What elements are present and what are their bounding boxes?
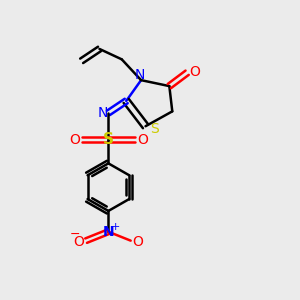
- Text: −: −: [70, 228, 80, 241]
- Text: O: O: [69, 133, 80, 147]
- Text: O: O: [133, 235, 143, 249]
- Text: O: O: [73, 235, 84, 249]
- Text: S: S: [150, 122, 159, 136]
- Text: O: O: [137, 133, 148, 147]
- Text: O: O: [189, 65, 200, 79]
- Text: N: N: [103, 225, 114, 239]
- Text: +: +: [110, 222, 120, 232]
- Text: N: N: [97, 106, 108, 120]
- Text: N: N: [134, 68, 145, 82]
- Text: S: S: [103, 132, 114, 147]
